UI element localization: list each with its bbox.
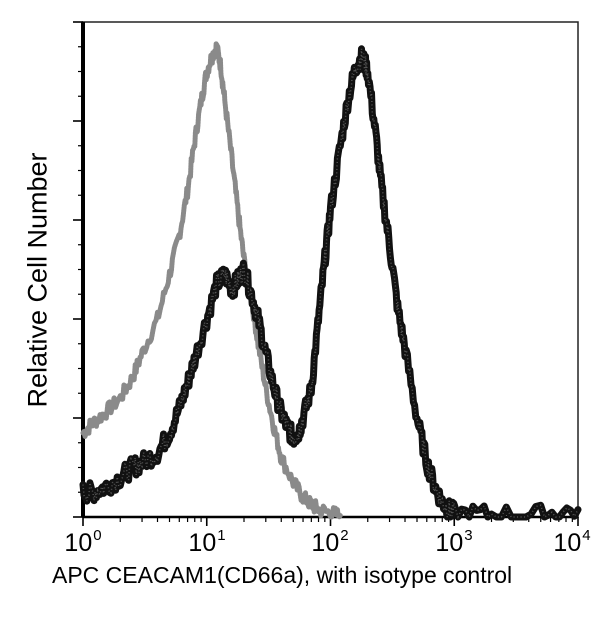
y-axis-label: Relative Cell Number — [22, 152, 53, 408]
ceacam1-sample-curve-texture — [82, 48, 579, 520]
x-tick-label-4: 104 — [553, 527, 591, 557]
x-tick-label-2: 102 — [311, 527, 349, 557]
isotype-control-curve — [80, 41, 343, 520]
ceacam1-sample-curve — [79, 45, 582, 521]
x-tick-label-0: 100 — [64, 527, 102, 557]
plot-frame — [81, 21, 579, 519]
data-series — [79, 41, 582, 521]
axis-ticks — [73, 21, 579, 526]
x-axis-label: APC CEACAM1(CD66a), with isotype control — [52, 562, 513, 588]
x-tick-label-1: 101 — [188, 527, 226, 557]
x-tick-label-3: 103 — [435, 527, 473, 557]
